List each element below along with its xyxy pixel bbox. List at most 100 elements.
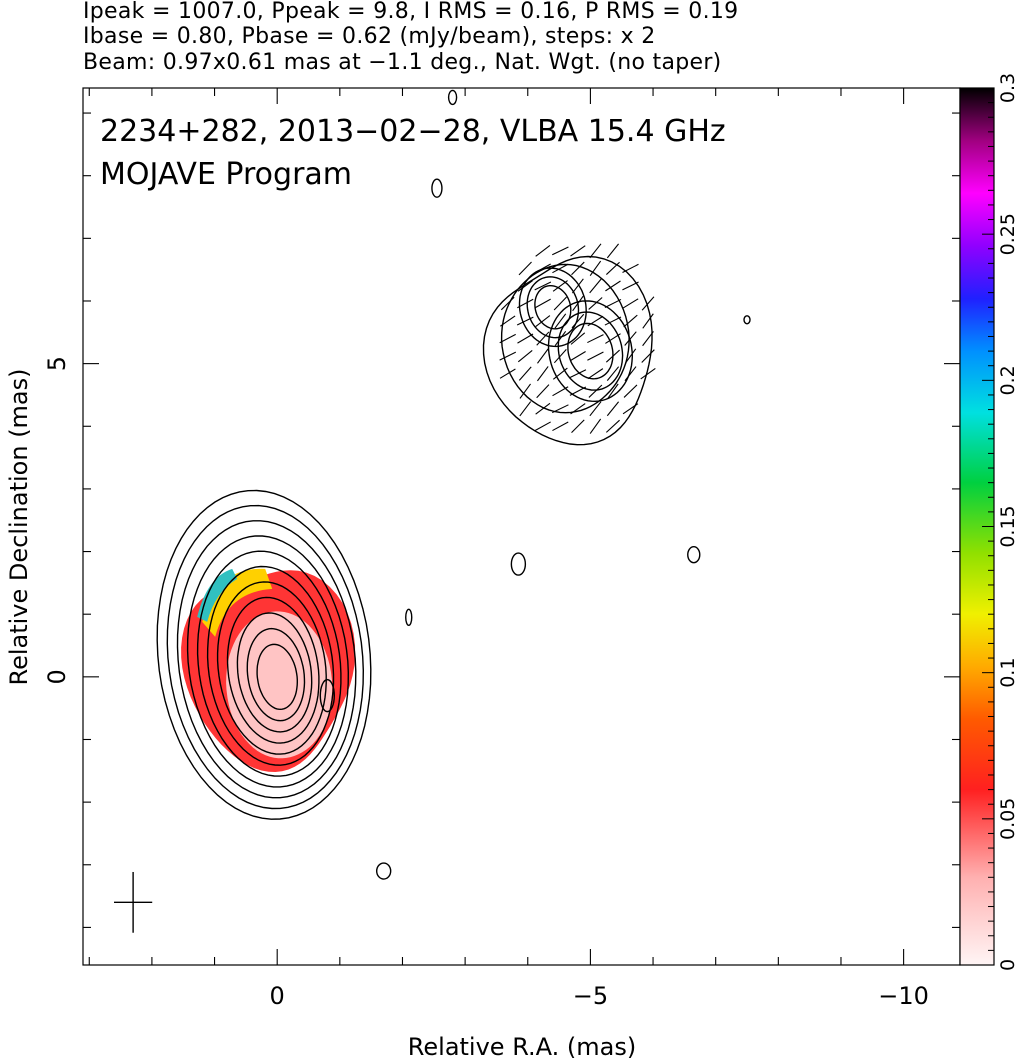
- polarization-vector: [554, 313, 567, 329]
- polarization-vector: [605, 280, 621, 292]
- contour-level: [156, 489, 372, 820]
- polarization-vector: [551, 404, 569, 414]
- colorbar-tick-label: 0.15: [997, 505, 1019, 547]
- colorbar-tick-label: 0.25: [997, 213, 1019, 255]
- polarization-vector: [536, 384, 550, 399]
- polarization-vector: [571, 313, 585, 329]
- polarization-vector: [589, 418, 602, 434]
- polarization-vector: [589, 278, 602, 294]
- polarization-vector: [534, 421, 551, 432]
- polarization-vector: [569, 351, 586, 362]
- polarization-vector: [552, 263, 569, 274]
- polarization-vector: [570, 332, 586, 345]
- polarization-vector: [587, 351, 604, 361]
- polarization-vector: [587, 368, 604, 380]
- polarization-vector: [569, 386, 587, 396]
- y-axis-label: Relative Declination (mas): [5, 368, 33, 685]
- contour-island: [510, 552, 527, 576]
- polarization-vector: [570, 245, 586, 257]
- contour-level: [196, 550, 342, 777]
- jet-outer-contour: [482, 255, 653, 446]
- contour-level: [557, 311, 624, 391]
- polarization-vector: [519, 401, 532, 417]
- polarization-vector: [642, 313, 654, 329]
- polarization-vector: [587, 315, 604, 327]
- y-tick-label: 0: [43, 669, 71, 684]
- chart-title: 2234+282, 2013−02−28, VLBA 15.4 GHz: [100, 114, 726, 149]
- plot-frame: [82, 87, 961, 966]
- contour-level: [206, 565, 335, 766]
- polarization-vector: [536, 331, 550, 346]
- polarization-vector: [589, 401, 602, 417]
- polarization-vector: [554, 330, 567, 347]
- polarization-vector: [516, 316, 534, 326]
- contour-level: [186, 535, 350, 788]
- contour-island: [687, 545, 701, 564]
- polarization-vector: [499, 351, 517, 361]
- contour-level: [236, 612, 313, 733]
- chart-subtitle: MOJAVE Program: [100, 157, 352, 192]
- contour-level: [526, 276, 580, 339]
- polarization-vector: [551, 246, 569, 256]
- contour-island: [743, 315, 751, 325]
- polarization-vector: [606, 401, 620, 417]
- contour-level: [547, 300, 634, 403]
- polarization-vector: [589, 260, 602, 277]
- contour-level: [256, 643, 298, 711]
- polarization-vector: [641, 296, 655, 311]
- polarization-vector: [587, 334, 604, 344]
- contour-island: [375, 862, 392, 880]
- polarization-vector: [605, 349, 620, 363]
- contour-level: [176, 520, 357, 799]
- polarization-vector: [606, 366, 620, 381]
- polarization-vector: [640, 367, 656, 380]
- polarization-vector: [518, 366, 532, 381]
- polarization-vector: [569, 369, 587, 379]
- polarization-vector: [553, 349, 567, 364]
- colorbar-tick-label: 0.05: [997, 798, 1019, 840]
- contour-level: [518, 267, 587, 348]
- x-tick-label: −5: [573, 982, 608, 1010]
- contour-level: [226, 596, 320, 744]
- x-tick-label: −10: [878, 982, 929, 1010]
- polarization-vector: [518, 261, 532, 276]
- polarization-vector: [517, 298, 534, 309]
- polarization-vector: [604, 316, 622, 326]
- polarization-vector: [588, 384, 603, 398]
- polarization-vector: [517, 280, 533, 292]
- polarization-vector: [552, 280, 568, 292]
- colorbar-tick-label: 0.2: [997, 365, 1019, 395]
- contour-level: [246, 627, 306, 722]
- polarization-vector: [534, 298, 551, 309]
- header-line-2: Ibase = 0.80, Pbase = 0.62 (mJy/beam), s…: [83, 24, 656, 49]
- polarization-vector: [519, 383, 531, 399]
- polarization-vector: [623, 314, 638, 328]
- polarization-vector: [500, 315, 516, 327]
- polarization-vector: [605, 333, 621, 344]
- x-axis-label: Relative R.A. (mas): [408, 1033, 636, 1061]
- contour-island: [319, 678, 336, 713]
- polarization-vector: [517, 349, 533, 363]
- polarization-vector: [500, 296, 515, 311]
- polarization-vector: [571, 419, 585, 434]
- contour-level: [534, 285, 572, 330]
- intensity-contours: [156, 89, 751, 880]
- polarization-vector: [517, 333, 534, 344]
- polarization-vector: [534, 263, 551, 274]
- polarization-vector: [624, 348, 637, 364]
- polarization-vector: [499, 333, 516, 344]
- polarization-vector: [606, 243, 620, 259]
- fracpol-cyan-edge: [197, 568, 238, 622]
- polarization-vector: [536, 366, 549, 382]
- polarization-vector: [624, 331, 637, 346]
- polarization-vector: [552, 386, 569, 397]
- polarization-vector: [589, 243, 602, 259]
- polarization-vector: [571, 261, 585, 276]
- polarization-vector: [622, 298, 639, 309]
- polarization-vector: [571, 278, 584, 294]
- polarization-vector: [553, 296, 567, 311]
- polarization-vector: [535, 402, 551, 415]
- contour-level: [567, 322, 614, 380]
- polarization-vector: [534, 281, 552, 291]
- contour-level: [216, 581, 327, 755]
